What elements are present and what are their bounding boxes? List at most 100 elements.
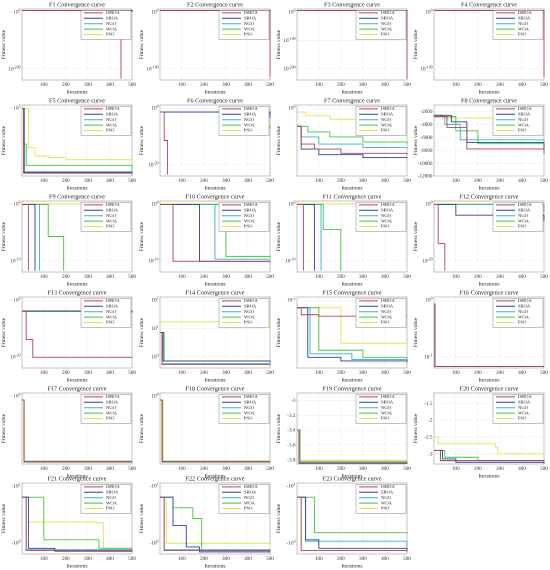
series-line-isboa: [160, 496, 271, 552]
chart-svg: F10 Convergence curve 100 10-10 100 200 300 40…: [139, 194, 274, 288]
legend-label: PSO: [244, 128, 253, 133]
x-tick-label: 100: [315, 556, 323, 562]
legend-label: SBOA: [106, 112, 119, 117]
x-tick-label: 400: [244, 274, 252, 280]
x-tick-label: 200: [200, 82, 208, 88]
legend-label: ISBOA: [244, 394, 258, 399]
legend-label: ISBOA: [244, 298, 258, 303]
legend-label: WOA: [518, 410, 530, 415]
legend-label: WOA: [244, 410, 256, 415]
y-axis-label: Fitness value: [1, 125, 7, 155]
x-tick-label: 400: [244, 178, 252, 184]
chart-title: F22 Convergence curve: [186, 476, 245, 483]
x-axis-label: Iterations: [204, 186, 225, 192]
x-tick-label: 200: [200, 178, 208, 184]
x-tick-label: 400: [106, 370, 114, 376]
series-line-pso: [160, 203, 271, 205]
legend-label: NGO: [381, 495, 392, 500]
y-tick-label: -100: [287, 540, 296, 547]
legend-label: SBOA: [106, 208, 119, 213]
x-tick-label: 200: [62, 274, 70, 280]
x-tick-label: 500: [266, 556, 274, 562]
y-tick-label: 10-2: [287, 297, 295, 304]
y-tick-label: -3.4: [287, 428, 296, 434]
legend-label: WOA: [106, 314, 118, 319]
y-tick-label: 10-200: [283, 66, 295, 73]
x-tick-label: 100: [178, 370, 186, 376]
x-tick-label: 200: [200, 370, 208, 376]
x-axis-label: Iterations: [66, 564, 87, 570]
x-tick-label: 100: [40, 370, 48, 376]
series-line-isboa: [160, 204, 271, 263]
legend-label: SBOA: [106, 400, 119, 405]
x-tick-label: 200: [200, 466, 208, 472]
legend-label: SBOA: [518, 16, 531, 21]
chart-title: F15 Convergence curve: [323, 290, 382, 297]
chart-svg: F8 Convergence curve -2000 -4000 -6000 -8000…: [413, 98, 548, 192]
legend-label: PSO: [518, 224, 527, 229]
x-tick-label: 400: [381, 82, 389, 88]
legend-label: ISBOA: [518, 10, 532, 15]
legend-label: NGO: [106, 495, 117, 500]
legend-label: ISBOA: [381, 394, 395, 399]
series-line-pso: [434, 436, 545, 456]
legend-label: SBOA: [518, 400, 531, 405]
legend-box: [218, 298, 270, 328]
x-axis-label: Iterations: [341, 564, 362, 570]
legend-label: SBOA: [244, 208, 257, 213]
y-axis-label: Fitness value: [1, 221, 7, 251]
chart-title: F14 Convergence curve: [186, 290, 245, 297]
x-tick-label: 300: [222, 178, 230, 184]
legend-label: ISBOA: [244, 484, 258, 489]
chart-title: F10 Convergence curve: [186, 194, 245, 201]
y-tick-label: 100: [151, 201, 158, 208]
x-axis-label: Iterations: [66, 474, 87, 480]
series-line-isboa: [22, 310, 133, 359]
x-tick-label: 400: [106, 82, 114, 88]
series-line-sboa: [22, 310, 133, 313]
x-tick-label: 300: [496, 370, 504, 376]
legend-label: NGO: [244, 405, 255, 410]
series-line-pso: [297, 203, 408, 205]
y-tick-label: 100: [151, 354, 158, 361]
chart-panel-2: F2 Convergence curve 100 10-100 100 200 300 40…: [138, 0, 274, 96]
y-tick-label: -3: [428, 452, 433, 458]
legend-label: PSO: [106, 32, 115, 37]
x-tick-label: 100: [452, 82, 460, 88]
series-line-isboa: [160, 9, 271, 77]
x-tick-label: 300: [84, 556, 92, 562]
y-tick-label: -3.8: [287, 457, 296, 463]
x-tick-label: 400: [244, 82, 252, 88]
series-line-sboa: [297, 496, 408, 551]
x-tick-label: 400: [518, 466, 526, 472]
y-axis-label: Fitness value: [413, 413, 419, 443]
chart-svg: F7 Convergence curve 100 100 200 300 400 500 It…: [276, 98, 411, 192]
chart-panel-18: F18 Convergence curve 100 100 200 300 400 500 I…: [138, 384, 274, 480]
series-line-isboa: [434, 303, 544, 368]
x-tick-label: 200: [337, 274, 345, 280]
legend-label: NGO: [381, 117, 392, 122]
x-axis-label: Iterations: [478, 474, 499, 480]
y-axis-label: Fitness value: [1, 503, 7, 533]
chart-svg: F5 Convergence curve 105 100 200 300 400 500 It…: [1, 98, 136, 192]
chart-svg: F14 Convergence curve 102 101 100 100 200 300 4…: [139, 290, 274, 384]
series-line-isboa: [160, 332, 271, 366]
x-tick-label: 200: [474, 274, 482, 280]
series-line-pso: [22, 203, 133, 205]
chart-title: F8 Convergence curve: [461, 98, 517, 105]
legend-label: PSO: [244, 416, 253, 421]
y-tick-label: 10-20: [10, 354, 20, 361]
y-tick-label: 10-10: [148, 258, 158, 265]
y-tick-label: 100: [13, 297, 20, 304]
y-axis-label: Fitness value: [139, 29, 145, 59]
chart-title: F2 Convergence curve: [187, 2, 243, 9]
chart-title: F13 Convergence curve: [48, 290, 107, 297]
x-tick-label: 300: [496, 274, 504, 280]
legend-label: NGO: [106, 309, 117, 314]
chart-panel-4: F4 Convergence curve 100 10-100 100 200 300 40…: [412, 0, 548, 96]
x-tick-label: 500: [266, 274, 274, 280]
series-line-isboa: [297, 496, 408, 552]
